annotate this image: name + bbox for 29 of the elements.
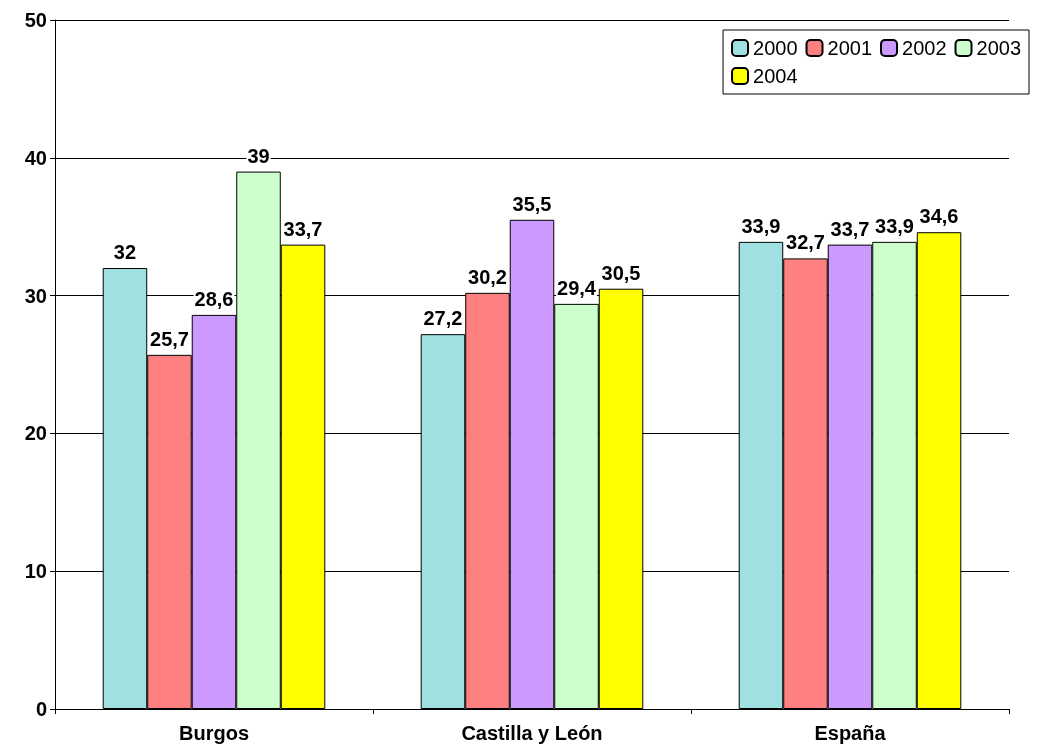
y-tick-label: 40	[24, 146, 47, 169]
data-label: 30,2	[468, 265, 507, 288]
legend-label: 2003	[976, 37, 1022, 59]
legend-label: 2000	[753, 37, 798, 59]
data-label: 39	[247, 144, 270, 167]
data-label: 33,9	[875, 214, 914, 237]
data-label: 29,4	[557, 276, 597, 299]
y-tick-label: 10	[24, 560, 47, 583]
data-label: 34,6	[919, 205, 959, 228]
data-label: 30,5	[601, 261, 641, 284]
data-label: 33,7	[830, 217, 870, 240]
x-tick-label: España	[814, 722, 887, 744]
x-tick-label: Burgos	[179, 722, 249, 744]
data-label: 33,7	[283, 217, 323, 240]
y-tick-label: 20	[24, 422, 47, 445]
data-label: 25,7	[150, 327, 189, 350]
y-tick-label: 0	[35, 698, 47, 720]
legend-label: 2002	[902, 37, 947, 59]
data-label: 32	[113, 241, 137, 264]
data-label: 33,9	[741, 214, 781, 237]
y-tick-label: 30	[24, 284, 47, 307]
x-tick-label: Castilla y León	[461, 722, 603, 744]
data-label: 27,2	[423, 307, 463, 330]
data-label: 35,5	[512, 192, 552, 215]
y-tick-label: 50	[24, 9, 47, 31]
data-label: 28,6	[194, 287, 234, 310]
legend-label: 2001	[827, 37, 873, 59]
legend-label: 2004	[753, 65, 798, 87]
data-label: 32,7	[786, 231, 825, 254]
